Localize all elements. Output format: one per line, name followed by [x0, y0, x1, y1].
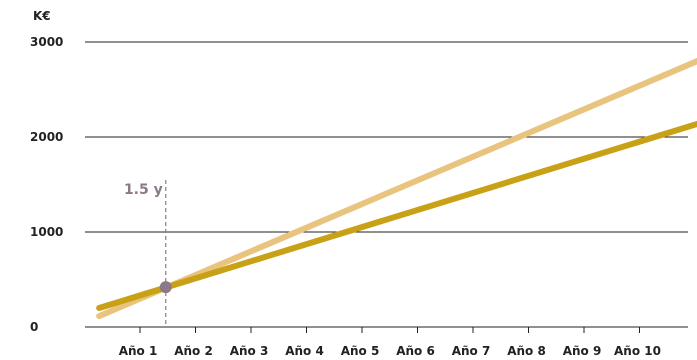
- y-tick-label-3000: 3000: [30, 35, 63, 49]
- series-line-1: [96, 57, 697, 320]
- x-axis: [85, 326, 688, 333]
- x-tick-label-8: Año 8: [507, 344, 546, 358]
- y-axis-labels: 0 1000 2000 3000: [30, 35, 63, 334]
- y-tick-label-1000: 1000: [30, 225, 63, 239]
- x-tick-label-6: Año 6: [396, 344, 435, 358]
- y-tick-label-0: 0: [30, 320, 38, 334]
- annotation-label: 1.5 y: [124, 182, 163, 198]
- x-axis-labels: Año 1 Año 2 Año 3 Año 4 Año 5 Año 6 Año 7 Año 8…: [119, 344, 661, 358]
- x-tick-label-2: Año 2: [174, 344, 213, 358]
- x-tick-label-4: Año 4: [285, 344, 324, 358]
- x-tick-label-9: Año 9: [563, 344, 602, 358]
- series-line-2: [96, 120, 697, 311]
- x-tick-label-3: Año 3: [230, 344, 269, 358]
- y-unit-label: K€: [33, 9, 51, 23]
- intersection-point: [159, 281, 172, 294]
- y-tick-label-2000: 2000: [30, 130, 63, 144]
- x-tick-label-1: Año 1: [119, 344, 158, 358]
- annotation: 1.5 y: [124, 180, 172, 327]
- x-tick-label-7: Año 7: [452, 344, 491, 358]
- gridlines: [85, 41, 688, 233]
- x-tick-label-5: Año 5: [341, 344, 380, 358]
- x-tick-label-10: Año 10: [614, 344, 661, 358]
- series-lines: [96, 57, 697, 320]
